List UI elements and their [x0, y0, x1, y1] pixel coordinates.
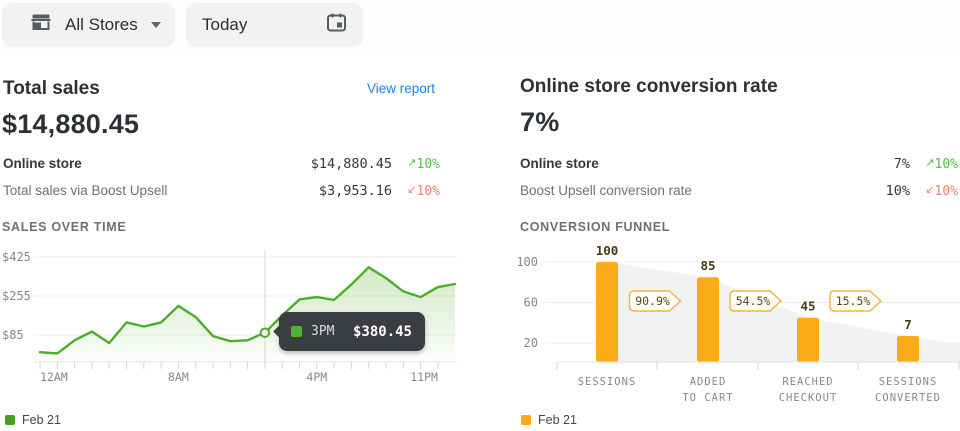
- calendar-icon: [326, 12, 347, 38]
- bar-value-label: 85: [700, 258, 715, 273]
- metric-value: 7%: [893, 156, 910, 172]
- date-selector[interactable]: Today: [186, 3, 363, 46]
- sales-legend: Feb 21: [5, 413, 61, 427]
- store-selector[interactable]: All Stores: [2, 3, 175, 46]
- conversion-badge-label: 15.5%: [836, 294, 871, 308]
- chart-tooltip: 3PM $380.45: [279, 312, 425, 351]
- category-label: CONVERTED: [875, 392, 941, 404]
- x-axis-label: 12AM: [40, 370, 68, 384]
- metric-value: $3,953.16: [318, 183, 392, 199]
- y-axis-label: $425: [2, 250, 31, 264]
- arrow-up-icon: ↗: [407, 156, 417, 169]
- conversion-rate-value: 7%: [520, 107, 560, 137]
- bar-value-label: 100: [596, 243, 619, 258]
- y-axis-label: $85: [2, 328, 24, 342]
- conversion-badge: [628, 290, 682, 312]
- x-axis-label: 11PM: [410, 370, 438, 384]
- store-selector-label: All Stores: [65, 14, 138, 34]
- funnel-bar: [697, 277, 719, 362]
- funnel-area: [607, 262, 960, 362]
- date-selector-label: Today: [202, 14, 248, 34]
- category-label: SESSIONS: [578, 376, 637, 388]
- conversion-funnel-label: CONVERSION FUNNEL: [520, 220, 671, 234]
- conversion-badge: [729, 290, 783, 312]
- view-report-link[interactable]: View report: [367, 81, 436, 96]
- metric-label: Online store: [3, 156, 82, 171]
- conversion-breakdown: Online store 7% ↗10% Boost Upsell conver…: [520, 156, 958, 200]
- metric-row-online-store: Online store $14,880.45 ↗10%: [3, 156, 440, 173]
- sales-over-time-label: SALES OVER TIME: [2, 220, 127, 234]
- funnel-bar: [797, 317, 819, 362]
- category-label: ADDED: [690, 376, 727, 388]
- metric-label: Boost Upsell conversion rate: [520, 183, 692, 198]
- bar-value-label: 45: [800, 299, 815, 314]
- tooltip-series-swatch: [291, 326, 302, 337]
- hover-marker: [259, 327, 271, 338]
- category-label: SESSIONS: [879, 376, 938, 388]
- total-sales-value: $14,880.45: [2, 109, 140, 139]
- legend-label: Feb 21: [22, 413, 61, 427]
- metric-row-online-store-rate: Online store 7% ↗10%: [520, 156, 958, 173]
- y-axis-label: 20: [524, 336, 538, 350]
- category-label: REACHED: [782, 376, 833, 388]
- storefront-icon: [30, 11, 52, 38]
- tooltip-value: $380.45: [352, 323, 412, 340]
- tooltip-time: 3PM: [311, 324, 335, 339]
- arrow-down-icon: ↙: [925, 183, 935, 196]
- metric-label: Online store: [520, 156, 599, 171]
- conversion-badge-label: 90.9%: [635, 294, 670, 308]
- legend-label: Feb 21: [538, 413, 577, 427]
- metric-label: Total sales via Boost Upsell: [3, 183, 168, 198]
- funnel-legend: Feb 21: [521, 413, 577, 427]
- metric-row-boost-upsell: Total sales via Boost Upsell $3,953.16 ↙…: [3, 183, 440, 200]
- category-label: CHECKOUT: [779, 392, 838, 404]
- metric-row-boost-upsell-rate: Boost Upsell conversion rate 10% ↙10%: [520, 183, 958, 200]
- category-label: TO CART: [682, 392, 733, 404]
- delta-badge: ↗10%: [407, 156, 440, 172]
- delta-badge: ↙10%: [407, 183, 440, 199]
- total-sales-breakdown: Online store $14,880.45 ↗10% Total sales…: [3, 156, 440, 200]
- sales-line: [38, 266, 457, 355]
- funnel-bar: [897, 336, 919, 362]
- conversion-funnel-chart[interactable]: 100 60 20 100 85 45 7 90.9% 54.5% 15.5% SESSIONS AD…: [500, 240, 960, 408]
- metric-value: $14,880.45: [310, 156, 392, 172]
- funnel-bar: [596, 262, 618, 362]
- total-sales-title: Total sales: [3, 78, 100, 99]
- arrow-up-icon: ↗: [925, 156, 935, 169]
- legend-swatch-orange: [521, 415, 531, 425]
- x-axis-label: 8AM: [168, 370, 189, 384]
- chevron-down-icon: [151, 21, 161, 28]
- arrow-down-icon: ↙: [407, 183, 417, 196]
- y-axis-label: 100: [516, 255, 538, 269]
- delta-badge: ↗10%: [925, 156, 958, 172]
- delta-badge: ↙10%: [925, 183, 958, 199]
- top-bar: All Stores Today: [0, 0, 960, 50]
- conversion-badge-label: 54.5%: [736, 294, 771, 308]
- x-axis-label: 4PM: [306, 370, 327, 384]
- conversion-rate-title: Online store conversion rate: [520, 76, 778, 97]
- bar-value-label: 7: [904, 317, 912, 332]
- metric-value: 10%: [885, 183, 910, 199]
- y-axis-label: $255: [2, 289, 31, 303]
- conversion-badge: [829, 290, 883, 312]
- legend-swatch-green: [5, 415, 15, 425]
- y-axis-label: 60: [524, 296, 538, 310]
